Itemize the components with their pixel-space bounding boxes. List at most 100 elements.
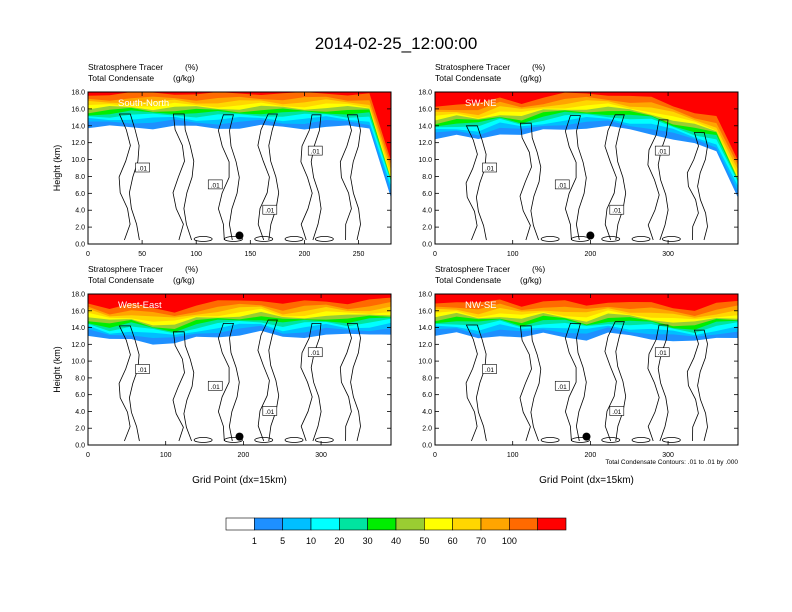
x-tick-label: 200 [238, 452, 250, 459]
contour-label: .01 [485, 166, 494, 173]
condensate-contour [257, 113, 280, 241]
colorbar-swatch [395, 517, 425, 531]
x-tick-label: 0 [433, 251, 437, 258]
y-tick-label: 10.0 [71, 157, 85, 164]
region-label: West-East [118, 300, 162, 311]
y-tick-label: 6.0 [422, 191, 432, 198]
y-axis-label: Height (km) [52, 346, 62, 393]
condensate-contour [465, 125, 487, 241]
contour-lines [465, 114, 708, 242]
contour-label-box [262, 204, 278, 215]
panels-group: .01 .01 .01 .01 South-North Stratosphere Trac… [52, 62, 739, 486]
condensate-contour [519, 122, 542, 241]
contour-label: .01 [265, 208, 274, 215]
colorbar-swatch [537, 517, 567, 531]
x-tick-label: 100 [190, 251, 202, 258]
contour-lines [465, 321, 708, 443]
condensate-contour [217, 114, 240, 241]
panel-subtitle: Total Condensate [88, 275, 154, 285]
low-cloud-contour [631, 236, 651, 242]
colorbar-label: 1 [252, 536, 257, 546]
contour-label-box [207, 380, 223, 391]
region-label: South-North [118, 98, 169, 109]
plot-area: .01 .01 .01 .01 [435, 294, 738, 443]
x-tick-label: 0 [86, 251, 90, 258]
x-tick-label: 0 [86, 452, 90, 459]
panel-south-north: .01 .01 .01 .01 South-North Stratosphere Trac… [52, 62, 392, 258]
low-cloud-contour [571, 236, 590, 242]
colorbar-swatch [254, 517, 283, 531]
contour-label-box [207, 179, 223, 190]
y-axis-label: Height (km) [52, 145, 62, 192]
region-label: SW-NE [465, 98, 497, 109]
y-tick-label: 14.0 [71, 123, 85, 130]
panel-sw-ne: .01 .01 .01 .01 SW-NE Stratosphere TracerTota… [418, 62, 739, 258]
low-cloud-contour [193, 236, 213, 242]
y-tick-label: 12.0 [418, 342, 432, 349]
plot-frame [434, 293, 739, 446]
contour-label: .01 [138, 166, 147, 173]
panel-unit: (%) [185, 62, 198, 72]
plot-frame [434, 91, 739, 245]
y-tick-label: 12.0 [418, 140, 432, 147]
tracer-band [435, 294, 738, 311]
contour-label: .01 [485, 367, 494, 374]
x-tick-label: 0 [433, 452, 437, 459]
condensate-contour [257, 319, 280, 442]
contour-label-box [609, 406, 625, 416]
x-tick-label: 100 [507, 251, 519, 258]
y-tick-label: 8.0 [422, 174, 432, 181]
contour-label: .01 [138, 367, 147, 374]
colorbar-label: 50 [419, 536, 429, 546]
plot-frame [87, 91, 392, 245]
condensate-contour [118, 113, 140, 241]
y-tick-label: 18.0 [418, 90, 432, 97]
colorbar-label: 40 [391, 536, 401, 546]
y-tick-label: 0.0 [422, 443, 432, 450]
location-marker [582, 432, 591, 441]
condensate-contour [686, 132, 708, 241]
x-tick-label: 200 [299, 251, 311, 258]
low-cloud-contour [601, 437, 621, 443]
condensate-contour [172, 331, 195, 442]
low-cloud-contour [254, 437, 274, 443]
y-tick-label: 18.0 [71, 292, 85, 299]
plot-area: .01 .01 .01 .01 [88, 294, 391, 443]
colorbar-swatch [310, 517, 340, 531]
x-tick-label: 50 [138, 251, 146, 258]
tracer-band [435, 92, 738, 176]
y-tick-label: 4.0 [422, 208, 432, 215]
panel-title: Stratosphere Tracer [88, 264, 163, 274]
colorbar-label: 70 [476, 536, 486, 546]
y-tick-label: 0.0 [75, 242, 85, 249]
low-cloud-contour [601, 236, 621, 242]
panel-unit: (%) [532, 62, 545, 72]
y-tick-label: 0.0 [422, 242, 432, 249]
colorbar-swatch [282, 517, 312, 531]
y-tick-label: 2.0 [75, 426, 85, 433]
contour-label-box [482, 364, 497, 374]
panel-west-east: .01 .01 .01 .01 West-East Stratosphere Tracer… [52, 264, 392, 486]
low-cloud-contour [193, 437, 213, 443]
low-cloud-contour [284, 437, 304, 443]
contour-label-box [654, 145, 670, 156]
low-cloud-contour [254, 236, 274, 242]
colorbar-swatch [509, 517, 538, 531]
x-axis-label: Grid Point (dx=15km) [192, 475, 287, 486]
panel-unit2: (g/kg) [173, 275, 195, 285]
colorbar-swatch [225, 517, 255, 531]
contour-label-box [307, 347, 323, 358]
contour-label: .01 [612, 208, 621, 215]
y-tick-label: 18.0 [418, 292, 432, 299]
panel-subtitle: Total Condensate [435, 275, 501, 285]
tracer-band [435, 92, 738, 161]
x-tick-label: 300 [662, 251, 674, 258]
contour-label: .01 [211, 182, 220, 189]
colorbar-swatch [424, 517, 453, 531]
condensate-contour [217, 323, 240, 442]
condensate-contour [465, 324, 487, 442]
low-cloud-contour [540, 437, 560, 443]
low-cloud-contour [661, 236, 681, 242]
tracer-band [88, 92, 391, 182]
